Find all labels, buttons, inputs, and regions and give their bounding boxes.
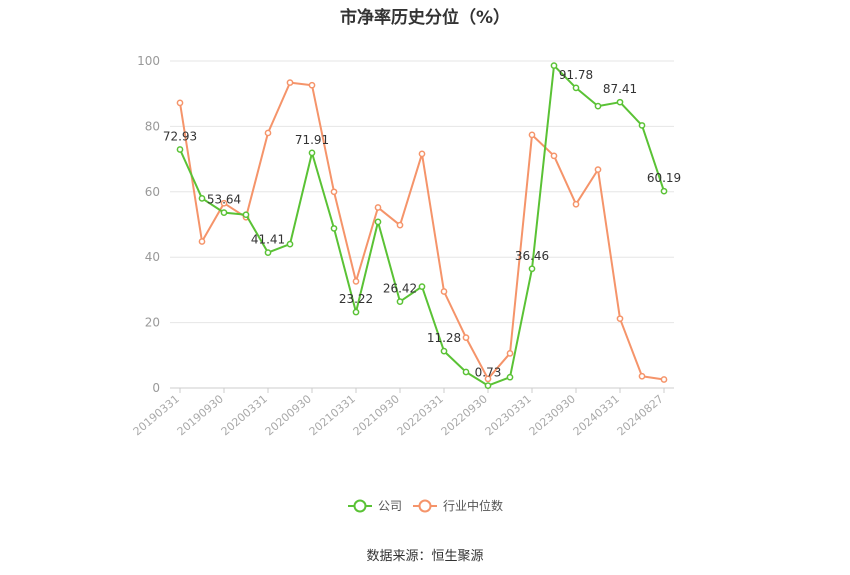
y-tick-label: 100 — [137, 54, 160, 68]
legend-label: 公司 — [378, 499, 402, 513]
data-label: 53.64 — [207, 193, 241, 207]
data-point — [462, 334, 470, 341]
data-point — [484, 382, 492, 389]
data-label: 11.28 — [427, 331, 461, 345]
data-point — [352, 278, 360, 285]
data-point — [286, 240, 294, 248]
data-point — [528, 131, 536, 139]
data-point — [484, 375, 492, 383]
data-point — [176, 99, 184, 107]
data-point — [418, 150, 426, 158]
x-tick-label: 20240827 — [615, 392, 666, 438]
legend[interactable]: 公司 行业中位数 — [348, 498, 503, 513]
data-label: 87.41 — [603, 82, 637, 96]
data-point — [572, 84, 580, 92]
data-point — [594, 166, 602, 173]
x-tick-label: 20190331 — [131, 392, 182, 438]
x-tick-label: 20200331 — [219, 392, 270, 438]
y-tick-label: 0 — [152, 381, 160, 395]
x-tick-label: 20200930 — [263, 392, 314, 438]
data-point — [396, 221, 404, 229]
data-point — [198, 238, 206, 245]
data-point — [374, 218, 382, 226]
y-tick-label: 60 — [145, 185, 160, 199]
data-point — [308, 149, 316, 157]
y-tick-label: 40 — [145, 250, 160, 264]
data-point — [242, 211, 250, 219]
data-point — [374, 204, 382, 211]
data-label: 0.73 — [475, 366, 502, 380]
data-label: 71.91 — [295, 133, 329, 147]
data-label: 26.42 — [383, 282, 417, 296]
chart-title: 市净率历史分位（%） — [339, 8, 511, 28]
x-tick-label: 20210331 — [307, 392, 358, 438]
data-point — [550, 152, 558, 160]
data-point — [660, 187, 668, 195]
data-labels: 72.93 53.64 41.41 71.91 23.22 26.42 11.28 0.73 3… — [163, 68, 681, 380]
data-point — [440, 347, 448, 355]
y-tick-label: 20 — [145, 316, 160, 330]
x-tick-label: 20190930 — [175, 392, 226, 438]
series-line — [179, 81, 665, 381]
data-point — [506, 349, 514, 357]
data-label: 23.22 — [339, 292, 373, 306]
x-tick-label: 20210930 — [351, 392, 402, 438]
y-tick-label: 80 — [145, 119, 160, 133]
data-point — [638, 372, 646, 380]
data-label: 60.19 — [647, 171, 681, 185]
data-point — [264, 249, 272, 256]
data-label: 36.46 — [515, 249, 549, 263]
data-point — [440, 288, 448, 295]
x-tick-label: 20220331 — [395, 392, 446, 438]
x-axis: 2019033120190930202003312020093020210331… — [131, 387, 674, 438]
series-layer — [176, 62, 668, 389]
data-label: 41.41 — [251, 233, 285, 247]
data-point — [616, 98, 624, 106]
legend-swatch-marker — [418, 499, 432, 513]
data-point — [616, 315, 624, 323]
x-tick-label: 20230930 — [527, 392, 578, 438]
data-point — [176, 146, 184, 153]
grid-lines: 0 20 40 60 80 100 — [137, 54, 674, 395]
x-tick-label: 20230331 — [483, 392, 534, 438]
data-point — [572, 200, 580, 208]
data-point — [330, 188, 338, 196]
data-point — [220, 199, 228, 207]
x-tick-label: 20220930 — [439, 392, 490, 438]
legend-item[interactable]: 行业中位数 — [413, 498, 503, 513]
data-label: 72.93 — [163, 130, 197, 144]
data-point — [528, 265, 536, 273]
data-point — [286, 79, 294, 86]
legend-swatch-marker — [353, 499, 367, 513]
data-point — [396, 298, 404, 305]
data-point — [594, 102, 602, 110]
data-point — [506, 373, 514, 381]
data-point — [198, 194, 206, 202]
data-point — [462, 368, 470, 376]
data-label: 91.78 — [559, 68, 593, 82]
data-point — [330, 225, 338, 232]
x-tick-label: 20240331 — [571, 392, 622, 438]
data-point — [308, 81, 316, 89]
data-point — [660, 376, 668, 383]
series-line — [179, 64, 665, 387]
data-point — [220, 209, 228, 216]
data-point — [418, 283, 426, 290]
legend-label: 行业中位数 — [443, 498, 503, 513]
data-point — [550, 62, 558, 69]
legend-item[interactable]: 公司 — [348, 499, 402, 513]
data-point — [352, 308, 360, 316]
data-point — [264, 129, 272, 137]
source-note: 数据来源：恒生聚源 — [366, 549, 484, 564]
data-point — [638, 122, 646, 129]
